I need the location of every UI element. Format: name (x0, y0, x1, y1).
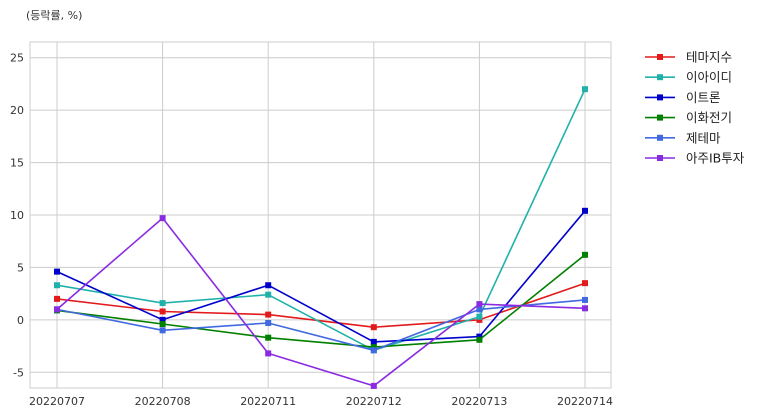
legend-marker (657, 114, 663, 121)
data-point (265, 291, 272, 298)
series-이트론 (54, 207, 588, 345)
data-point (370, 344, 377, 351)
x-tick-label: 20220707 (29, 395, 85, 408)
x-tick-label: 20220714 (557, 395, 613, 408)
data-point (54, 282, 60, 289)
legend-label: 제테마 (686, 130, 721, 145)
data-point (476, 313, 483, 320)
legend-label: 이아이디 (686, 70, 732, 85)
data-point (265, 311, 272, 318)
x-tick-label: 20220711 (240, 395, 296, 408)
data-point (265, 282, 272, 289)
data-point (370, 347, 377, 354)
data-point (582, 251, 588, 258)
series-line (56, 254, 586, 348)
legend-item: 이트론 (645, 90, 721, 105)
data-point (159, 215, 166, 222)
y-unit-label: (등락률, %) (26, 9, 82, 22)
x-tick-label: 20220713 (451, 395, 507, 408)
data-point (582, 305, 588, 312)
series-layer (54, 86, 588, 389)
data-point (265, 319, 272, 326)
data-point (476, 336, 483, 343)
y-tick-label: -5 (13, 366, 24, 379)
y-tick-label: 25 (10, 52, 24, 65)
legend-item: 아주IB투자 (645, 151, 745, 166)
series-line (56, 217, 586, 387)
data-point (582, 280, 588, 287)
y-tick-label: 20 (10, 104, 24, 117)
data-point (159, 321, 166, 328)
legend-label: 테마지수 (686, 50, 732, 65)
series-아주IB투자 (54, 215, 588, 389)
data-point (370, 324, 377, 331)
y-tick-label: 15 (10, 157, 24, 170)
legend-label: 이트론 (686, 90, 721, 105)
series-line (56, 299, 586, 352)
series-line (56, 88, 586, 352)
legend-marker (657, 54, 663, 60)
data-point (476, 306, 483, 313)
data-point (159, 327, 166, 334)
data-point (159, 300, 166, 307)
legend-marker (657, 94, 663, 101)
series-line (56, 282, 586, 329)
legend-item: 테마지수 (645, 50, 732, 65)
legend-label: 아주IB투자 (686, 151, 745, 166)
data-point (54, 295, 60, 302)
series-테마지수 (54, 280, 588, 331)
data-point (476, 301, 483, 308)
legend-item: 이아이디 (645, 70, 732, 85)
data-point (159, 308, 166, 315)
data-point (159, 316, 166, 323)
data-point (582, 296, 588, 303)
data-point (370, 382, 377, 389)
series-line (56, 210, 586, 343)
data-point (265, 334, 272, 341)
axes-layer: -5 0 5 10 15 20 25 20220707 20220708 20220711 2022… (10, 52, 613, 408)
data-point (582, 207, 588, 214)
legend-label: 이화전기 (686, 110, 732, 125)
data-point (370, 338, 377, 345)
y-tick-label: 10 (10, 209, 24, 222)
x-tick-label: 20220708 (135, 395, 191, 408)
legend-item: 이화전기 (645, 110, 732, 125)
data-point (54, 268, 60, 275)
data-point (582, 86, 588, 93)
data-point (476, 333, 483, 340)
data-point (54, 306, 60, 313)
legend-item: 제테마 (645, 130, 721, 145)
legend-marker (657, 74, 663, 81)
data-point (265, 350, 272, 357)
data-point (476, 316, 483, 323)
y-tick-label: 0 (17, 314, 24, 327)
y-tick-label: 5 (17, 261, 24, 274)
x-tick-label: 20220712 (346, 395, 402, 408)
legend-marker (657, 155, 663, 161)
legend-marker (657, 134, 663, 141)
grid-layer (29, 41, 612, 389)
